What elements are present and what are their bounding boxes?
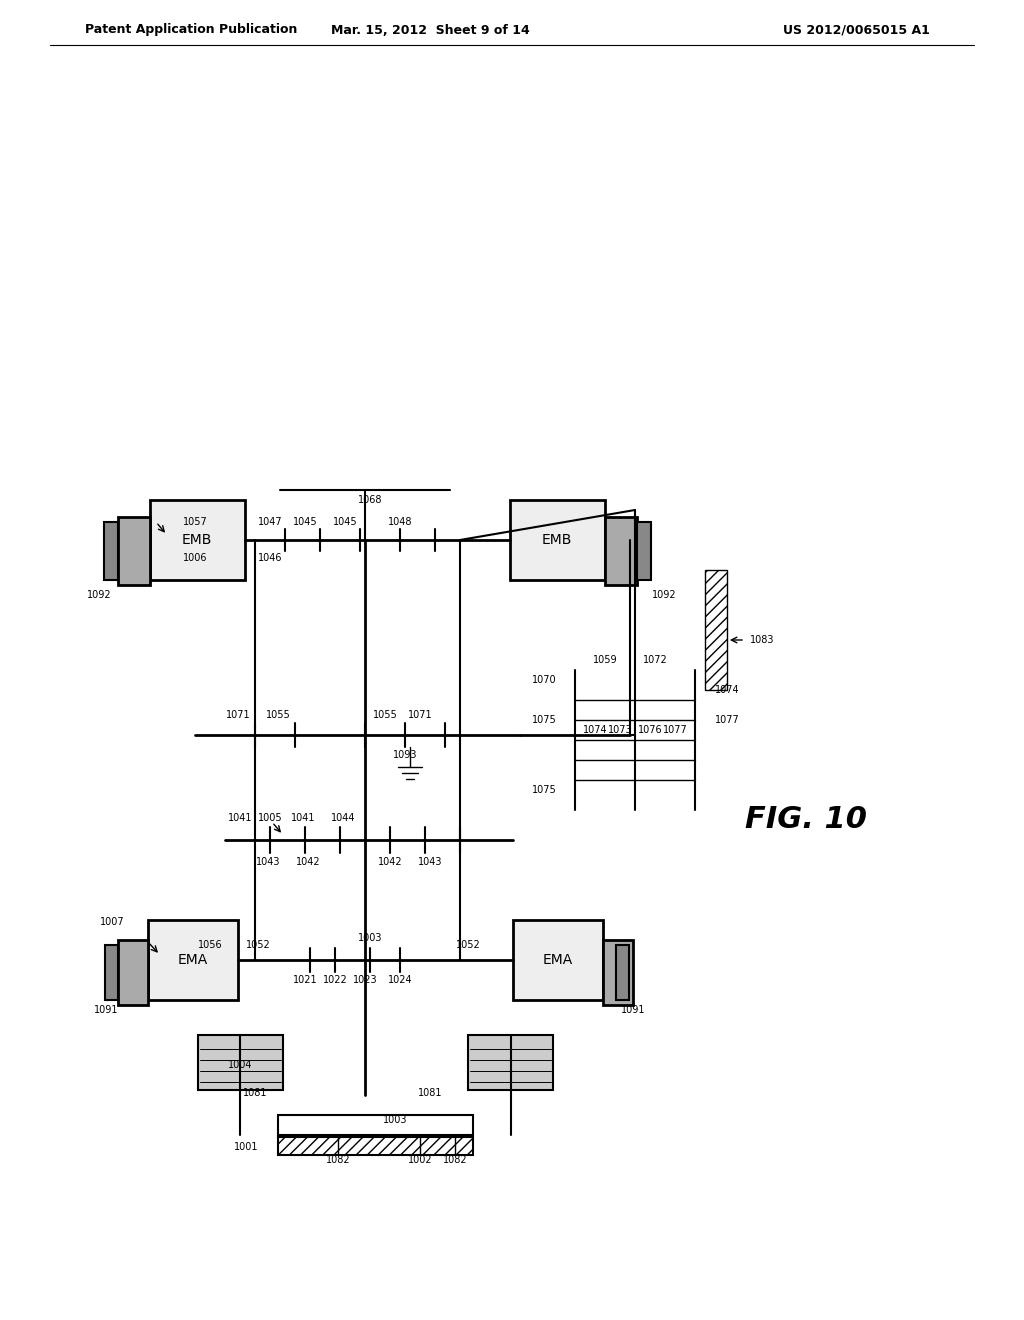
Text: 1075: 1075 [532,715,557,725]
Bar [278,1115,473,1135]
Bar [148,920,238,1001]
Text: 1091: 1091 [93,1005,118,1015]
Bar [510,500,605,579]
Text: 1005: 1005 [258,813,283,822]
Text: 1021: 1021 [293,975,317,985]
Bar [198,1035,283,1090]
Text: 1057: 1057 [182,517,208,527]
Bar [105,945,118,1001]
Text: 1082: 1082 [326,1155,350,1166]
Text: 1041: 1041 [291,813,315,822]
Text: 1055: 1055 [265,710,291,719]
Text: EMB: EMB [542,533,572,546]
Text: 1071: 1071 [225,710,250,719]
Bar [705,570,727,690]
Text: 1076: 1076 [638,725,663,735]
Text: 1042: 1042 [296,857,321,867]
Text: FIG. 10: FIG. 10 [745,805,867,834]
Text: 1047: 1047 [258,517,283,527]
Text: 1043: 1043 [418,857,442,867]
Text: 1007: 1007 [100,917,125,927]
Text: 1002: 1002 [408,1155,432,1166]
Text: 1045: 1045 [333,517,357,527]
Bar [278,1137,473,1155]
Text: 1044: 1044 [331,813,355,822]
Bar [118,517,150,585]
Text: 1003: 1003 [357,933,382,942]
Bar [118,940,148,1005]
Text: 1092: 1092 [652,590,677,601]
Text: 1004: 1004 [227,1060,252,1071]
Text: 1074: 1074 [583,725,607,735]
Bar [104,521,118,579]
Text: 1091: 1091 [621,1005,645,1015]
Text: 1074: 1074 [715,685,739,696]
Text: 1092: 1092 [87,590,112,601]
Bar [513,920,603,1001]
Text: 1077: 1077 [715,715,739,725]
Text: 1059: 1059 [593,655,617,665]
Bar [603,940,633,1005]
Text: 1075: 1075 [532,785,557,795]
Text: 1048: 1048 [388,517,413,527]
Text: 1045: 1045 [293,517,317,527]
Text: 1068: 1068 [357,495,382,506]
Text: 1041: 1041 [227,813,252,822]
Text: 1043: 1043 [256,857,281,867]
Text: 1003: 1003 [383,1115,408,1125]
Text: 1073: 1073 [607,725,632,735]
Text: Mar. 15, 2012  Sheet 9 of 14: Mar. 15, 2012 Sheet 9 of 14 [331,24,529,37]
Text: EMA: EMA [543,953,573,968]
Text: 1042: 1042 [378,857,402,867]
Text: 1081: 1081 [418,1088,442,1098]
Text: 1072: 1072 [643,655,668,665]
Bar [616,945,629,1001]
Text: 1082: 1082 [442,1155,467,1166]
Text: 1052: 1052 [456,940,480,950]
Text: 1022: 1022 [323,975,347,985]
Text: 1077: 1077 [663,725,687,735]
Text: 1024: 1024 [388,975,413,985]
Text: 1046: 1046 [258,553,283,564]
Text: 1070: 1070 [532,675,557,685]
Text: EMA: EMA [178,953,208,968]
Text: US 2012/0065015 A1: US 2012/0065015 A1 [783,24,930,37]
Text: EMB: EMB [182,533,212,546]
Bar [605,517,637,585]
Text: Patent Application Publication: Patent Application Publication [85,24,297,37]
Text: 1081: 1081 [243,1088,267,1098]
Text: 1055: 1055 [373,710,397,719]
Text: 1023: 1023 [352,975,377,985]
Text: 1093: 1093 [393,750,417,760]
Text: 1071: 1071 [408,710,432,719]
Text: 1001: 1001 [233,1142,258,1152]
Bar [637,521,651,579]
Text: 1083: 1083 [750,635,774,645]
Bar [468,1035,553,1090]
Text: 1052: 1052 [246,940,270,950]
Bar [150,500,245,579]
Text: 1056: 1056 [198,940,222,950]
Text: 1006: 1006 [182,553,207,564]
